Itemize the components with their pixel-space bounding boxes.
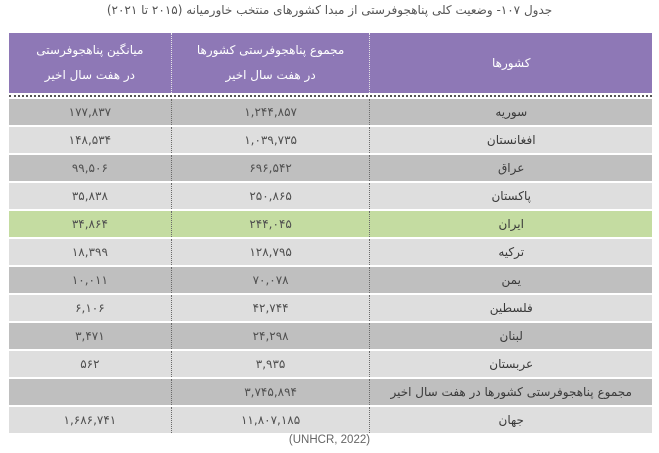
total-cell: ۲۴,۲۹۸ — [172, 323, 371, 349]
country-cell: ایران — [498, 217, 524, 231]
country-cell: ترکیه — [498, 245, 525, 259]
average-cell: ۱۴۸,۵۳۴ — [9, 127, 172, 153]
country-cell: مجموع پناهجوفرستی کشورها در هفت سال اخیر — [390, 385, 632, 399]
total-cell: ۱۲۸,۷۹۵ — [172, 239, 371, 265]
total-cell: ۱,۰۳۹,۷۳۵ — [172, 127, 371, 153]
table-row-highlighted: ایران ۲۴۴,۰۴۵ ۳۴,۸۶۴ — [9, 211, 652, 237]
country-cell: عربستان — [489, 357, 534, 371]
table-body: سوریه ۱,۲۴۴,۸۵۷ ۱۷۷,۸۳۷ افغانستان ۱,۰۳۹,… — [9, 99, 652, 433]
average-cell — [9, 379, 172, 405]
country-cell: جهان — [498, 413, 524, 427]
header-average: میانگین پناهجوفرستی در هفت سال اخیر — [9, 33, 172, 93]
country-cell: فلسطین — [489, 301, 533, 315]
average-cell: ۳,۴۷۱ — [9, 323, 172, 349]
country-cell: پاکستان — [491, 189, 531, 203]
country-cell: سوریه — [495, 105, 528, 119]
average-cell: ۵۶۲ — [9, 351, 172, 377]
table-row-world: جهان ۱۱,۸۰۷,۱۸۵ ۱,۶۸۶,۷۴۱ — [9, 407, 652, 433]
total-cell: ۲۴۴,۰۴۵ — [172, 211, 371, 237]
country-cell: عراق — [498, 161, 525, 175]
table-row: لبنان ۲۴,۲۹۸ ۳,۴۷۱ — [9, 323, 652, 349]
total-cell: ۴۲,۷۴۴ — [172, 295, 371, 321]
header-total-line2: در هفت سال اخیر — [225, 68, 316, 82]
total-cell: ۱,۲۴۴,۸۵۷ — [172, 99, 371, 125]
country-cell: لبنان — [499, 329, 523, 343]
header-avg-line2: در هفت سال اخیر — [44, 68, 135, 82]
table-row: عراق ۶۹۶,۵۴۲ ۹۹,۵۰۶ — [9, 155, 652, 181]
table-row: پاکستان ۲۵۰,۸۶۵ ۳۵,۸۳۸ — [9, 183, 652, 209]
table-row: فلسطین ۴۲,۷۴۴ ۶,۱۰۶ — [9, 295, 652, 321]
source-citation: (UNHCR, 2022) — [288, 434, 371, 446]
total-cell: ۳,۹۳۵ — [172, 351, 371, 377]
average-cell: ۱۰,۰۱۱ — [9, 267, 172, 293]
average-cell: ۱۸,۳۹۹ — [9, 239, 172, 265]
total-cell: ۳,۷۴۵,۸۹۴ — [172, 379, 371, 405]
average-cell: ۱۷۷,۸۳۷ — [9, 99, 172, 125]
average-cell: ۳۴,۸۶۴ — [9, 211, 172, 237]
average-cell: ۳۵,۸۳۸ — [9, 183, 172, 209]
header-country: کشورها — [492, 55, 531, 70]
average-cell: ۹۹,۵۰۶ — [9, 155, 172, 181]
table-row-subtotal: مجموع پناهجوفرستی کشورها در هفت سال اخیر… — [9, 379, 652, 405]
total-cell: ۶۹۶,۵۴۲ — [172, 155, 371, 181]
table-caption: جدول ۱۰۷- وضعیت کلی پناهجوفرستی از مبدا … — [106, 3, 553, 17]
country-cell: یمن — [501, 273, 521, 287]
header-divider — [9, 95, 652, 97]
refugee-table: کشورها مجموع پناهجوفرستی کشورها در هفت س… — [9, 33, 652, 435]
header-avg-line1: میانگین پناهجوفرستی — [36, 43, 144, 57]
average-cell: ۶,۱۰۶ — [9, 295, 172, 321]
total-cell: ۲۵۰,۸۶۵ — [172, 183, 371, 209]
header-total-line1: مجموع پناهجوفرستی کشورها — [196, 43, 345, 57]
table-row: سوریه ۱,۲۴۴,۸۵۷ ۱۷۷,۸۳۷ — [9, 99, 652, 125]
table-header: کشورها مجموع پناهجوفرستی کشورها در هفت س… — [9, 33, 652, 93]
table-row: یمن ۷۰,۰۷۸ ۱۰,۰۱۱ — [9, 267, 652, 293]
country-cell: افغانستان — [486, 133, 536, 147]
table-row: افغانستان ۱,۰۳۹,۷۳۵ ۱۴۸,۵۳۴ — [9, 127, 652, 153]
average-cell: ۱,۶۸۶,۷۴۱ — [9, 407, 172, 433]
total-cell: ۷۰,۰۷۸ — [172, 267, 371, 293]
total-cell: ۱۱,۸۰۷,۱۸۵ — [172, 407, 371, 433]
header-total: مجموع پناهجوفرستی کشورها در هفت سال اخیر — [172, 33, 371, 93]
table-row: ترکیه ۱۲۸,۷۹۵ ۱۸,۳۹۹ — [9, 239, 652, 265]
table-row: عربستان ۳,۹۳۵ ۵۶۲ — [9, 351, 652, 377]
